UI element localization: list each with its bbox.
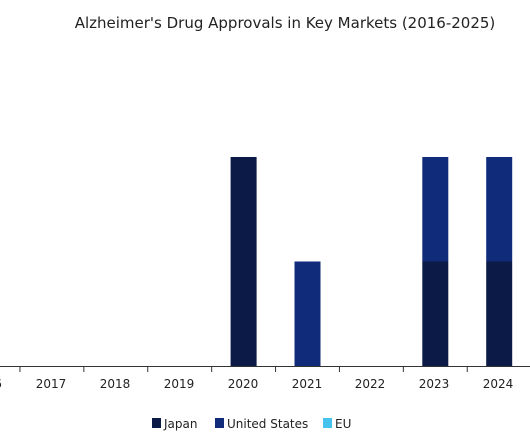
legend: Japan United States EU	[152, 417, 351, 431]
legend-label-japan: Japan	[163, 417, 197, 431]
bar-united-states-2023	[422, 157, 449, 262]
x-tick-label: 2020	[228, 377, 259, 391]
chart-title: Alzheimer's Drug Approvals in Key Market…	[75, 14, 496, 32]
x-tick-label: 6	[0, 377, 2, 391]
x-tick-label: 2021	[292, 377, 323, 391]
bar-united-states-2021	[294, 261, 321, 366]
x-tick-label: 2019	[164, 377, 195, 391]
bar-japan-2020	[230, 157, 257, 366]
bar-united-states-2024	[486, 157, 513, 262]
legend-label-united-states: United States	[227, 417, 308, 431]
bars-layer	[230, 157, 513, 366]
legend-swatch-japan	[152, 418, 161, 428]
legend-label-eu: EU	[335, 417, 351, 431]
bar-japan-2024	[486, 261, 513, 366]
x-tick-label: 2018	[100, 377, 131, 391]
legend-swatch-united-states	[215, 418, 224, 428]
bar-japan-2023	[422, 261, 449, 366]
x-tick-label: 2023	[419, 377, 450, 391]
x-tick-label: 2022	[355, 377, 386, 391]
x-tick-label: 2017	[36, 377, 67, 391]
x-tick-label: 2024	[483, 377, 514, 391]
x-axis-ticks: 6 2017 2018 2019 2020 2021 2022 2023 2024	[0, 366, 513, 391]
legend-swatch-eu	[323, 418, 332, 428]
